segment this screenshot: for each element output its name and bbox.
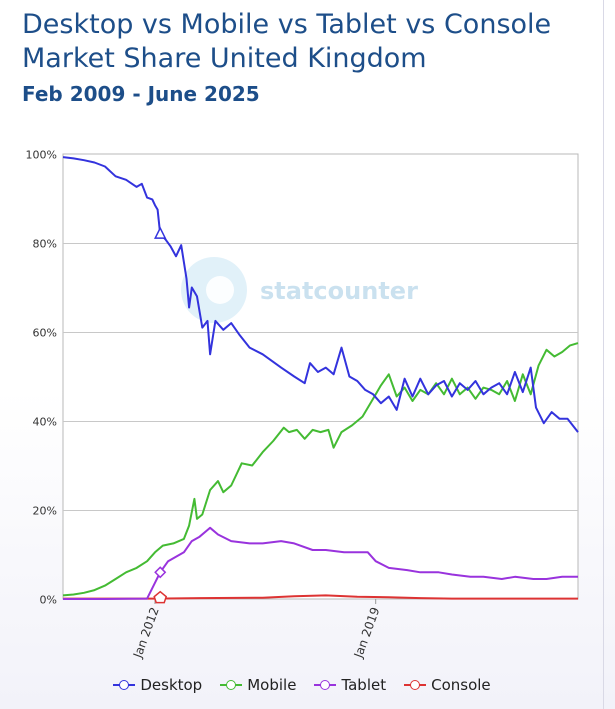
chart-subtitle: Feb 2009 - June 2025 [22,82,260,106]
y-tick-label: 0% [40,594,57,607]
series-line-console [63,594,578,600]
legend-marker-icon [220,678,243,692]
legend-marker-icon [314,678,337,692]
y-tick-label: 80% [33,238,57,251]
marker-tablet [154,566,167,579]
marker-console [153,590,168,604]
y-tick-label: 60% [33,327,57,340]
frame-border [603,0,604,709]
watermark-text: statcounter [260,277,418,305]
x-tick-label: Jan 2012 [130,605,162,660]
chart: 0% 20% 40% 60% 80% 100% statcounter Jan 2012 Jan… [26,149,579,661]
legend-label: Desktop [140,676,203,694]
legend-label: Tablet [341,676,387,694]
legend-marker-icon [404,678,427,692]
legend-item-desktop[interactable]: Desktop [113,676,202,694]
chart-title: Desktop vs Mobile vs Tablet vs Console M… [22,9,552,74]
y-tick-label: 20% [33,505,57,518]
plot-area [62,153,579,600]
marker-desktop [154,226,167,239]
legend-item-console[interactable]: Console [404,676,491,694]
series-line-tablet [63,526,578,600]
legend-label: Mobile [247,676,297,694]
x-tick-label: Jan 2019 [351,605,383,660]
legend-item-tablet[interactable]: Tablet [314,676,386,694]
watermark-logo-hole [206,276,234,304]
chart-legend: Desktop Mobile Tablet Console [0,676,604,694]
legend-marker-icon [113,678,136,692]
y-tick-label: 40% [33,416,57,429]
legend-label: Console [431,676,491,694]
y-tick-label: 100% [26,149,57,162]
legend-item-mobile[interactable]: Mobile [220,676,296,694]
series-line-mobile [62,342,579,597]
series-line-desktop [62,156,579,433]
